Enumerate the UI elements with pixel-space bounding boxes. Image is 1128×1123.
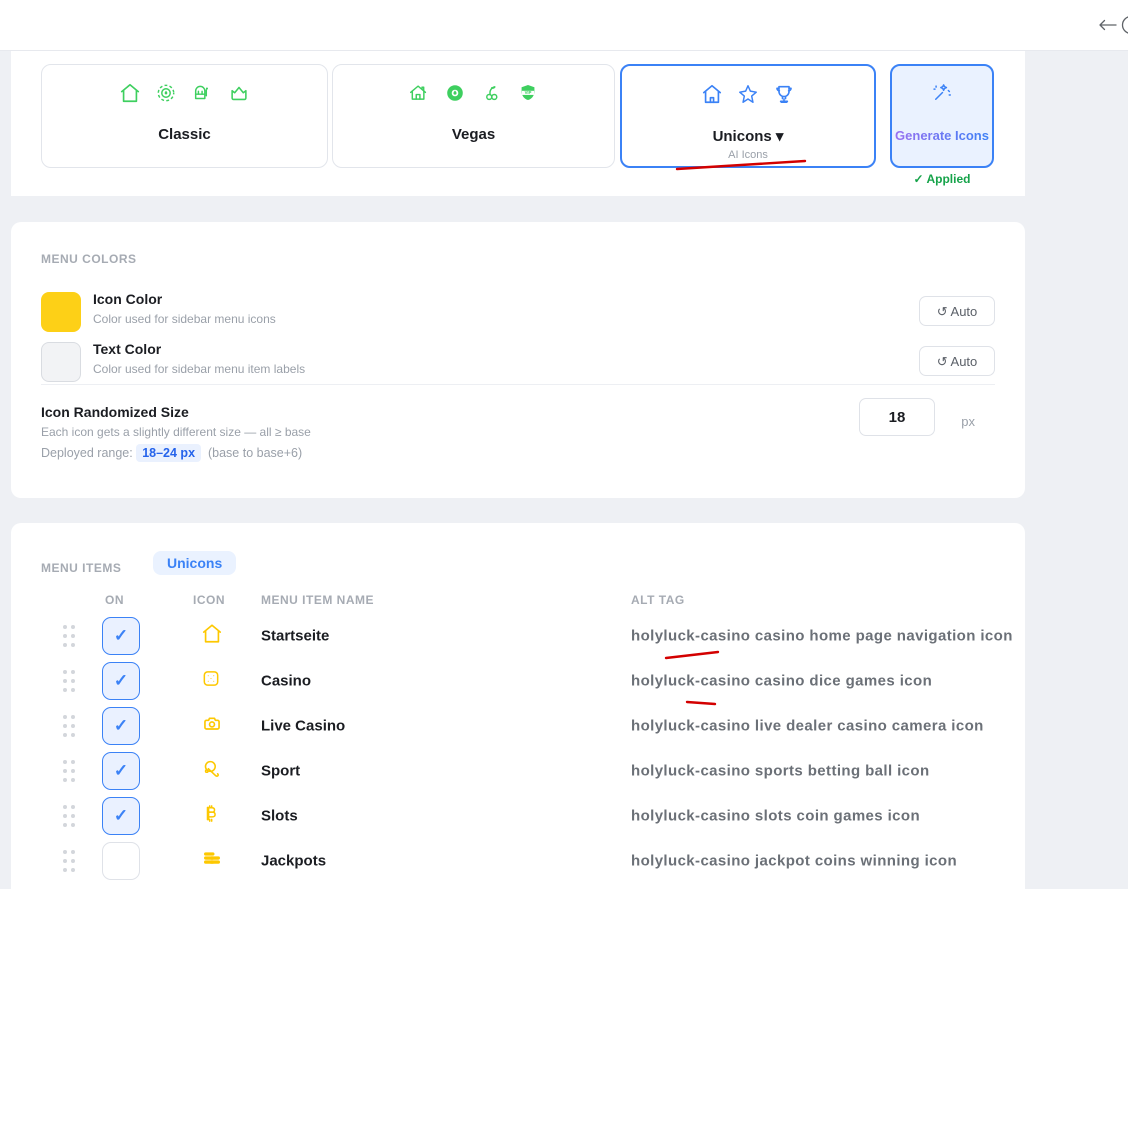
svg-text:VIP: VIP bbox=[525, 90, 532, 95]
